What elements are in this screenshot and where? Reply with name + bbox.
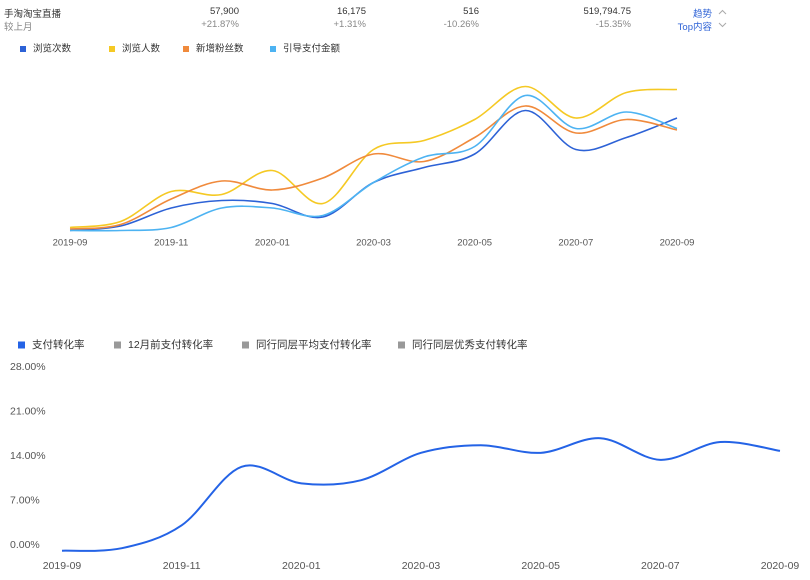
legend-swatch	[242, 341, 249, 349]
metric-value: 16,175	[336, 6, 366, 17]
legend-label: 同行同层平均支付转化率	[256, 338, 372, 351]
header-icons	[718, 9, 727, 28]
legend-label: 12月前支付转化率	[128, 338, 213, 351]
y-tick-label: 21.00%	[10, 405, 46, 417]
x-tick-label: 2020-01	[255, 238, 290, 249]
series-line	[69, 94, 678, 232]
x-tick-label: 2020-05	[521, 560, 560, 572]
collapse-icon[interactable]	[718, 9, 727, 15]
top-content-link[interactable]: Top内容	[677, 22, 712, 33]
metric-value: 516	[463, 6, 479, 17]
x-tick-label: 2020-03	[402, 560, 441, 572]
series-line	[69, 85, 678, 229]
legend-swatch	[18, 341, 25, 349]
x-tick-label: 2019-09	[53, 238, 88, 249]
x-tick-label: 2019-09	[43, 560, 82, 572]
x-tick-label: 2020-07	[558, 238, 593, 249]
metric-change: -15.35%	[595, 19, 631, 30]
x-tick-label: 2020-09	[761, 560, 800, 572]
x-tick-label: 2019-11	[154, 238, 188, 249]
y-tick-label: 28.00%	[10, 361, 46, 373]
legend-swatch	[183, 46, 189, 52]
expand-icon[interactable]	[718, 22, 727, 28]
legend-swatch	[270, 46, 276, 52]
legend-swatch	[20, 46, 26, 52]
legend-label: 浏览人数	[122, 43, 161, 55]
legend-swatch	[398, 341, 405, 349]
legend-swatch	[114, 341, 121, 349]
legend-label: 引导支付金额	[283, 43, 341, 55]
y-tick-label: 0.00%	[10, 539, 40, 551]
y-tick-label: 7.00%	[10, 494, 40, 506]
legend-label: 支付转化率	[32, 338, 85, 351]
trend-link[interactable]: 趋势	[692, 9, 712, 20]
x-tick-label: 2020-09	[660, 238, 695, 249]
legend-label: 新增粉丝数	[196, 43, 244, 55]
header-title: 手淘淘宝直播	[4, 9, 62, 20]
legend-label: 浏览次数	[33, 43, 72, 55]
y-tick-label: 14.00%	[10, 450, 46, 462]
metric-value: 519,794.75	[583, 6, 631, 17]
series-line	[69, 105, 678, 230]
metric-change: -10.26%	[443, 19, 479, 30]
legend-swatch	[109, 46, 115, 52]
compare-label: 较上月	[4, 22, 33, 33]
x-tick-label: 2020-05	[457, 238, 492, 249]
x-tick-label: 2020-03	[356, 238, 391, 249]
x-tick-label: 2019-11	[163, 560, 201, 572]
x-tick-label: 2020-07	[641, 560, 680, 572]
metric-value: 57,900	[209, 6, 239, 17]
series-line	[61, 437, 781, 552]
metric-change: +1.31%	[333, 19, 367, 30]
x-tick-label: 2020-01	[282, 560, 321, 572]
metric-change: +21.87%	[201, 19, 239, 30]
legend-label: 同行同层优秀支付转化率	[412, 338, 528, 351]
